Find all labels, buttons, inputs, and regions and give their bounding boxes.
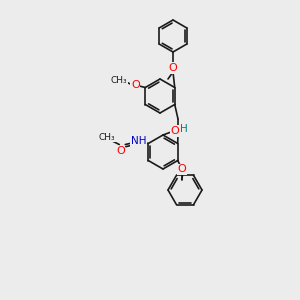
Text: CH₃: CH₃ bbox=[99, 133, 116, 142]
Text: O: O bbox=[171, 126, 179, 136]
Text: NH: NH bbox=[130, 136, 146, 146]
Text: O: O bbox=[116, 146, 125, 157]
Text: O: O bbox=[169, 63, 177, 73]
Text: H: H bbox=[180, 124, 188, 134]
Text: O: O bbox=[177, 164, 186, 175]
Text: CH₃: CH₃ bbox=[111, 76, 128, 85]
Text: O: O bbox=[131, 80, 140, 91]
